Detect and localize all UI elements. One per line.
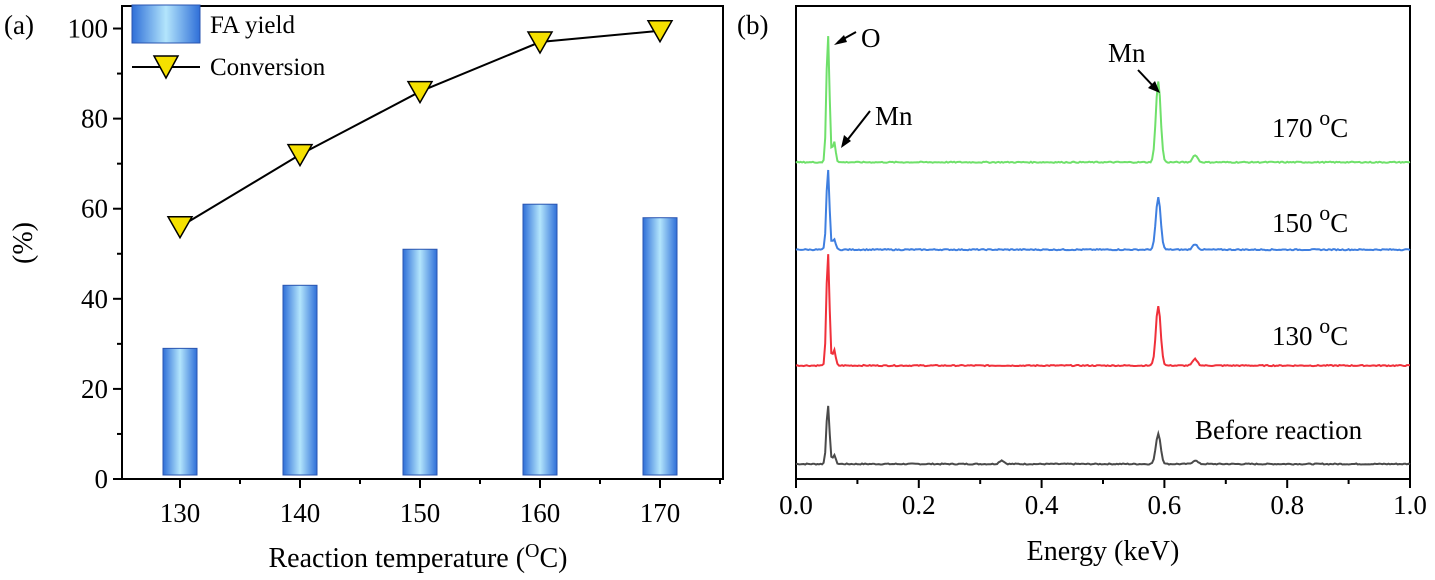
conversion-marker: [406, 80, 434, 105]
conversion-marker: [286, 143, 314, 168]
bar: [402, 248, 438, 476]
x-tick-label: 1.0: [1393, 490, 1427, 520]
series-label-170: 170 oC: [1272, 105, 1348, 143]
panel-a-x-axis: 130 140 150 160 170: [160, 479, 721, 528]
arrow-mn-low-head: [841, 135, 851, 148]
x-axis-label-superscript: O: [525, 540, 539, 562]
panel-a-y-axis: 0 20 40 60 80 100: [68, 14, 122, 494]
bar: [282, 284, 318, 476]
legend-label-fa-yield: FA yield: [210, 12, 295, 39]
x-tick-label: 140: [280, 498, 321, 528]
series-label-before-reaction: Before reaction: [1195, 415, 1363, 445]
spectrum-line: [795, 405, 1411, 466]
panel-a-legend: FA yield Conversion: [131, 4, 326, 81]
arrow-mn-low-line: [844, 110, 871, 144]
x-tick-label: 0.8: [1270, 490, 1304, 520]
peak-annotations: O Mn Mn: [834, 23, 1160, 148]
panel-b-x-axis-label: Energy (keV): [1027, 536, 1180, 567]
x-tick-label: 170: [640, 498, 681, 528]
panel-b-frame: [795, 5, 1411, 480]
x-tick-label: 130: [160, 498, 201, 528]
panel-b-label: (b): [737, 10, 768, 40]
spectrum-line: [795, 169, 1411, 252]
y-tick-label: 80: [81, 104, 108, 134]
arrow-mn-high-head: [1148, 81, 1160, 93]
conversion-marker: [646, 20, 674, 44]
conversion-marker: [166, 215, 194, 240]
annotation-mn-high-peak: Mn: [1108, 38, 1146, 68]
x-tick-label: 160: [520, 498, 561, 528]
panel-a-y-axis-label: (%): [8, 222, 39, 264]
legend-swatch-fa-yield: [131, 4, 201, 44]
line-series-conversion: [166, 20, 674, 240]
spectrum-line: [795, 36, 1411, 164]
x-tick-label: 0.6: [1148, 490, 1182, 520]
x-tick-label: 0.4: [1025, 490, 1059, 520]
spectra-group: [795, 36, 1411, 466]
bar: [522, 203, 558, 476]
y-tick-label: 60: [81, 194, 108, 224]
conversion-marker: [526, 31, 554, 55]
x-axis-label-end: C): [540, 543, 568, 574]
bar: [642, 217, 678, 476]
arrow-o-head: [834, 35, 847, 45]
x-axis-label-main: Reaction temperature (: [269, 543, 526, 574]
x-tick-label: 150: [400, 498, 441, 528]
series-label-150: 150 oC: [1272, 200, 1348, 238]
y-tick-label: 100: [68, 14, 109, 44]
bar-series-fa-yield: [162, 203, 678, 476]
panel-a-x-axis-label: Reaction temperature (OC): [269, 540, 568, 574]
legend-marker-conversion: [152, 55, 180, 80]
panel-a-label: (a): [4, 10, 34, 40]
x-tick-label: 0.0: [779, 490, 813, 520]
panel-a-frame: [121, 5, 724, 480]
panel-b-x-axis: 0.0 0.2 0.4 0.6 0.8 1.0: [779, 479, 1427, 520]
legend-label-conversion: Conversion: [210, 54, 326, 81]
annotation-mn-low-peak: Mn: [875, 101, 913, 131]
y-tick-label: 0: [95, 464, 109, 494]
panel-b: (b) 0.0 0.2 0.4 0.6 0.8 1.0 Energy (keV) 170 …: [737, 5, 1427, 567]
y-tick-label: 20: [81, 374, 108, 404]
y-tick-label: 40: [81, 284, 108, 314]
series-label-130: 130 oC: [1272, 313, 1348, 351]
bar: [162, 347, 198, 476]
annotation-o-peak: O: [861, 23, 881, 53]
spectrum-line: [795, 254, 1411, 368]
panel-a: (a) 0 20 40 60 80 100 130 140 150 160 170 (%) Rea…: [4, 4, 724, 574]
x-tick-label: 0.2: [902, 490, 936, 520]
